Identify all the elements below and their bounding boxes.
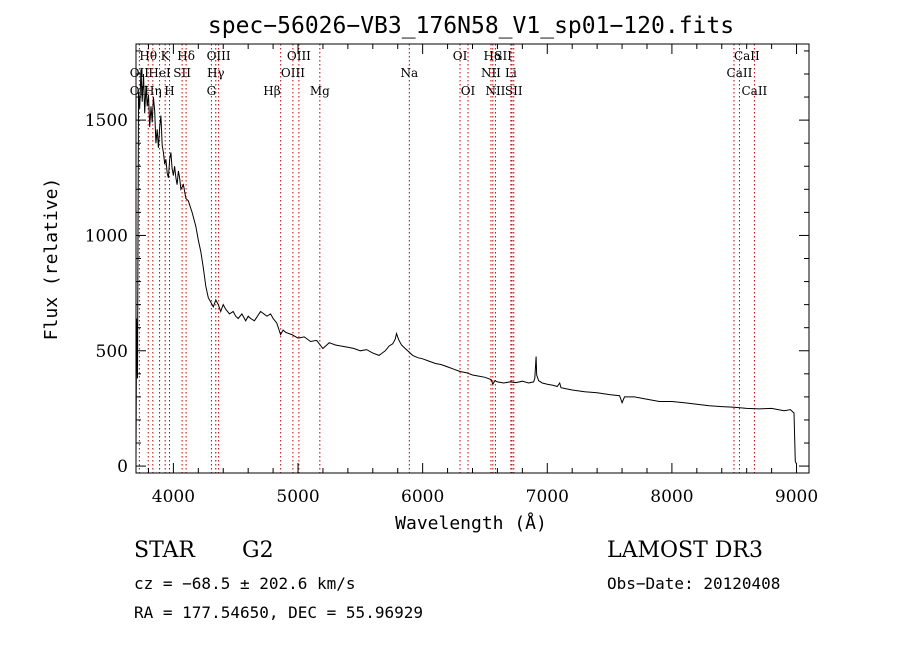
y-axis-ticks: 0 500 1000 1500 (85, 50, 809, 477)
line-label: Hθ (139, 49, 157, 63)
x-tick-label: 7000 (526, 487, 569, 507)
x-tick-label: 5000 (276, 487, 319, 507)
line-label: OIII (281, 66, 305, 80)
line-label: SII (494, 49, 512, 63)
y-axis-label: Flux (relative) (41, 178, 62, 341)
flux-spectrum-line (135, 69, 797, 465)
line-label: CaII (734, 49, 760, 63)
emission-line-markers (138, 44, 755, 473)
line-label: NII (485, 84, 505, 98)
line-label: Li (505, 66, 517, 80)
line-label: Na (400, 66, 418, 80)
line-label: HeI (148, 66, 171, 80)
y-tick-label: 1000 (85, 226, 128, 246)
line-label: OI (461, 84, 476, 98)
x-tick-label: 4000 (152, 487, 195, 507)
line-label: OIII (287, 49, 311, 63)
line-label: Hα (484, 49, 503, 63)
object-class: STAR (134, 538, 195, 563)
x-tick-label: 6000 (401, 487, 444, 507)
line-label: CaII (727, 66, 753, 80)
line-label: OII (130, 66, 150, 80)
line-label: Hβ (263, 84, 280, 98)
line-label: NII (481, 66, 501, 80)
x-axis-ticks: 4000 5000 6000 7000 8000 9000 (147, 44, 818, 507)
line-label: Hη (144, 84, 162, 98)
x-tick-label: 9000 (775, 487, 818, 507)
x-tick-label: 8000 (650, 487, 693, 507)
observation-date: Obs−Date: 20120408 (607, 574, 781, 593)
y-tick-label: 500 (96, 342, 128, 362)
line-label: SII (173, 66, 191, 80)
line-label: OIII (207, 49, 231, 63)
line-label: Hδ (177, 49, 195, 63)
ra-dec-coordinates: RA = 177.54650, DEC = 55.96929 (134, 603, 423, 622)
object-subclass: G2 (242, 538, 274, 563)
line-label: H (164, 84, 174, 98)
chart-title: spec−56026−VB3_176N58_V1_sp01−120.fits (208, 13, 734, 39)
survey-name: LAMOST DR3 (607, 538, 763, 563)
line-label: OI (453, 49, 468, 63)
plot-frame (135, 43, 810, 474)
y-tick-label: 1500 (85, 111, 128, 131)
line-label: G (207, 84, 217, 98)
line-label: SII (505, 84, 523, 98)
redshift-velocity: cz = −68.5 ± 202.6 km/s (134, 574, 356, 593)
line-label: CaII (741, 84, 767, 98)
line-label: K (161, 49, 171, 63)
x-axis-label: Wavelength (Å) (395, 512, 547, 534)
line-label: Hγ (207, 66, 225, 80)
y-tick-label: 0 (117, 457, 128, 477)
line-label: Mg (310, 84, 330, 98)
